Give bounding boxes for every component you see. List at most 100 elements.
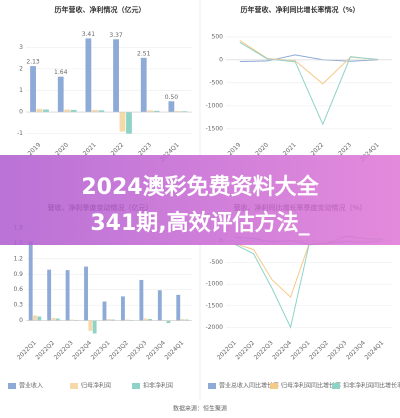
bar (120, 296, 125, 321)
x-tick-label: 2022Q1 (216, 339, 238, 361)
y-tick-label: 2 (19, 65, 23, 72)
legend-label: 归母净利润同比增长率 (281, 382, 341, 390)
x-tick-label: 2022 (310, 141, 326, 157)
bar (28, 241, 33, 321)
data-label: 3.41 (82, 31, 96, 38)
bar (111, 319, 116, 321)
x-tick-label: 2023Q4 (345, 339, 367, 361)
bar (47, 269, 52, 321)
data-label: 3.37 (109, 32, 123, 39)
bar (153, 110, 160, 113)
x-tick-label: 2022Q3 (53, 339, 75, 361)
bar (43, 109, 49, 113)
bar (106, 319, 111, 321)
bar (147, 110, 154, 113)
x-tick-label: 2022Q1 (16, 339, 38, 361)
y-tick-label: 1 (19, 87, 23, 94)
x-tick-label: 2020 (54, 141, 70, 157)
y-tick-label: 0 (19, 109, 23, 116)
legend-swatch (332, 383, 340, 389)
bar (92, 320, 97, 334)
bar (168, 101, 175, 113)
legend-label: 扣非净利润 (143, 382, 173, 390)
bar (166, 320, 171, 324)
bar (70, 109, 77, 113)
x-tick-label: 2022Q3 (253, 339, 275, 361)
x-tick-label: 2020 (254, 141, 270, 157)
bar (139, 279, 144, 321)
bar (33, 315, 37, 321)
legend-swatch (8, 383, 16, 389)
bar (113, 39, 119, 113)
bar (91, 109, 98, 113)
x-tick-label: 2023Q1 (90, 339, 112, 361)
data-label: 2.51 (137, 50, 151, 57)
chart-title: 历年营收、净利情况（亿元） (55, 5, 146, 14)
y-tick-label: 0.9 (13, 271, 23, 278)
y-tick-label: -1 (17, 130, 23, 137)
legend-swatch (270, 383, 278, 389)
bar (157, 290, 162, 321)
y-tick-label: 0 (19, 317, 23, 324)
x-tick-label: 2022Q4 (271, 339, 293, 361)
bar (84, 266, 88, 321)
bar (37, 316, 42, 321)
banner-line: 2024澳彩免费资料大全 (81, 174, 319, 200)
bar (64, 109, 71, 113)
data-label: 2.13 (26, 59, 40, 66)
bar (88, 320, 93, 331)
x-tick-label: 2023Q1 (290, 339, 312, 361)
y-tick-label: -1500 (206, 125, 224, 132)
bar (102, 301, 107, 321)
bar (69, 319, 74, 321)
x-tick-label: 2023 (337, 141, 353, 157)
x-tick-label: 2022 (110, 141, 126, 157)
y-tick-label: -2000 (206, 324, 224, 331)
legend-label: 营业收入 (19, 382, 43, 390)
x-tick-label: 2023Q4 (145, 339, 167, 361)
bar (119, 112, 126, 132)
x-tick-label: 2023Q2 (308, 339, 330, 361)
bar (55, 318, 60, 321)
bar (180, 319, 185, 321)
footer: 数据来源：恒生聚源 (173, 405, 227, 413)
chart-title: 历年营收、净利同比增长率情况（%） (240, 5, 359, 14)
x-tick-label: 2024Q1 (163, 339, 185, 361)
bar (125, 319, 130, 321)
y-tick-label: 0 (219, 56, 223, 63)
y-tick-label: 500 (212, 33, 224, 40)
legend-label: 营业总收入同比增长率 (219, 382, 279, 390)
bar (36, 108, 43, 113)
bar (176, 294, 181, 321)
bar (65, 270, 70, 321)
bar (126, 112, 132, 134)
data-label: 0.50 (165, 94, 179, 101)
y-tick-label: -500 (209, 79, 223, 86)
legend-label: 归母净利润 (81, 382, 111, 390)
banner (0, 155, 400, 245)
y-tick-label: 0.6 (13, 286, 23, 293)
legend-swatch (132, 383, 140, 389)
y-tick-label: 1.2 (13, 255, 23, 262)
legend-swatch (70, 383, 78, 389)
bar (98, 110, 105, 113)
line (239, 41, 379, 126)
x-tick-label: 2021 (82, 141, 98, 157)
bar (143, 318, 148, 321)
y-tick-label: -1500 (206, 302, 224, 309)
bar (174, 111, 181, 113)
data-label: 1.64 (54, 69, 68, 76)
bar (30, 66, 36, 113)
bar (51, 318, 56, 321)
line (239, 54, 379, 63)
bar (57, 76, 64, 113)
x-tick-label: 2022Q4 (71, 339, 93, 361)
x-tick-label: 2022Q2 (34, 339, 56, 361)
bar (148, 319, 152, 321)
x-tick-label: 2019 (27, 141, 43, 157)
line (234, 235, 383, 329)
y-tick-label: -1000 (206, 102, 224, 109)
bar (140, 57, 147, 113)
x-tick-label: 2019 (227, 141, 243, 157)
